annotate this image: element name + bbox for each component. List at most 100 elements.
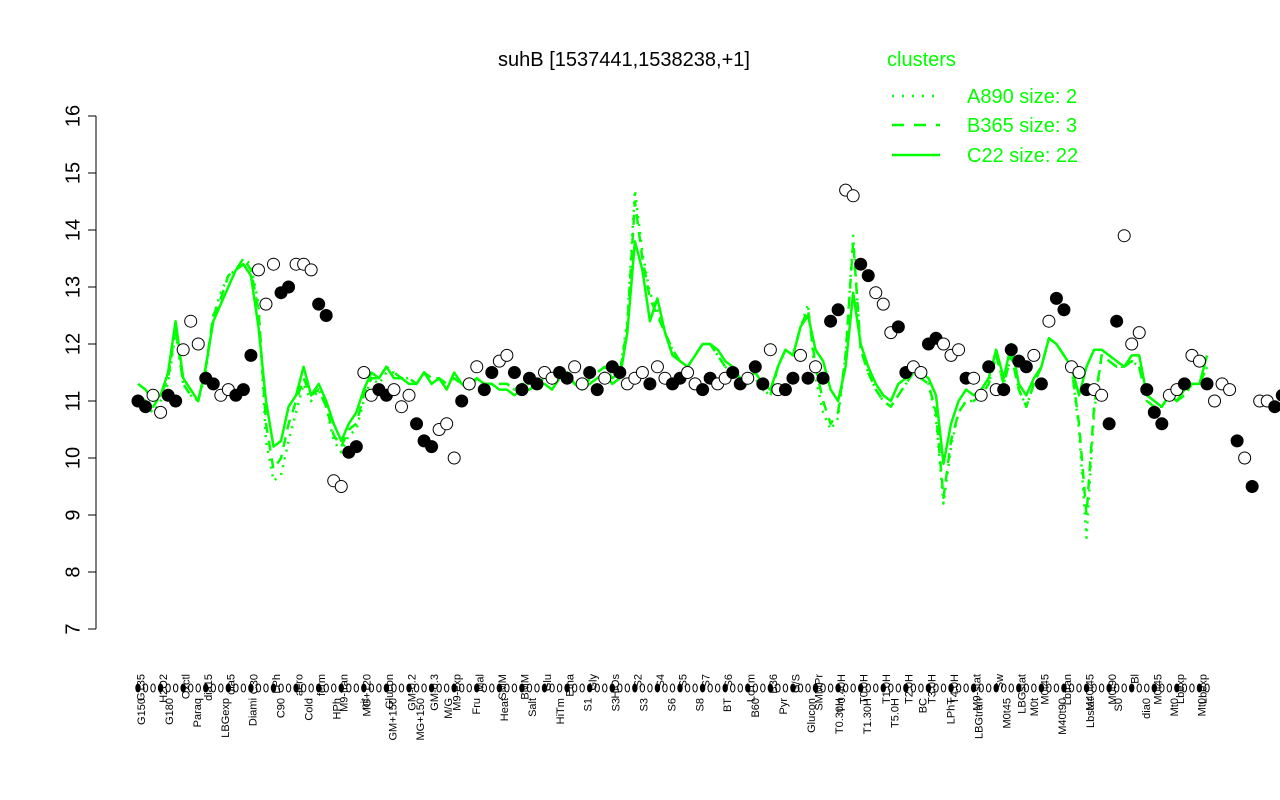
data-point	[387, 383, 401, 397]
rug-mark	[722, 683, 728, 693]
data-point	[613, 366, 627, 379]
rug-mark	[233, 683, 239, 693]
data-point	[937, 337, 951, 351]
rug-mark	[368, 683, 375, 693]
rug-mark	[632, 683, 638, 693]
rug-mark	[1001, 683, 1007, 693]
rug-mark	[263, 683, 269, 693]
rug-mark	[135, 683, 141, 693]
rug-mark	[782, 683, 789, 693]
rug-mark	[684, 683, 691, 693]
x-tick-label-bottom: T1.30H	[862, 698, 874, 734]
legend-label-a890: A890 size: 2	[967, 86, 1077, 108]
rug-mark	[760, 683, 766, 693]
data-point	[914, 366, 928, 379]
rug-mark	[737, 683, 743, 693]
legend-title: clusters	[887, 49, 956, 71]
data-point	[696, 383, 710, 397]
rug-mark	[323, 683, 329, 693]
rug-mark	[308, 683, 314, 693]
x-tick-label-bottom: M40t90	[1057, 698, 1069, 735]
data-point	[1177, 377, 1191, 391]
x-tick-label-top: T-0.40H	[836, 674, 848, 713]
x-tick-label-top: T4.0H	[949, 674, 961, 704]
data-point	[974, 388, 988, 402]
rug-mark	[1189, 683, 1195, 693]
x-tick-label-bottom: M0t45	[1001, 698, 1013, 729]
rug-mark	[361, 683, 367, 693]
data-point	[440, 417, 454, 431]
data-point	[169, 394, 183, 408]
series-line	[137, 240, 1209, 465]
x-tick-label-top: Lbtran	[1062, 674, 1074, 705]
rug-mark	[940, 683, 947, 693]
data-point	[568, 360, 582, 374]
series-line	[137, 188, 1209, 540]
rug-mark	[391, 683, 397, 693]
rug-mark	[985, 683, 992, 693]
data-point	[982, 360, 996, 374]
data-point	[1027, 348, 1041, 362]
x-tick-label-bottom: Mt0	[1197, 698, 1209, 716]
data-point	[809, 360, 823, 374]
x-tick-label-bottom: S1	[583, 698, 595, 711]
rug-mark	[240, 683, 247, 693]
rug-mark	[564, 683, 570, 693]
data-point	[854, 257, 868, 271]
rug-mark	[677, 683, 683, 693]
data-point	[891, 320, 905, 334]
x-tick-label-bottom: dia0	[1141, 698, 1153, 719]
rug-mark	[549, 683, 555, 693]
x-tick-label-top: HiOs	[610, 674, 622, 699]
x-tick-label-bottom: G150	[136, 698, 148, 725]
y-tick-label: 10	[62, 447, 84, 469]
rug-mark	[428, 683, 435, 693]
rug-mark	[1076, 683, 1082, 693]
rug-mark	[662, 683, 668, 693]
rug-mark	[195, 683, 201, 693]
rug-mark	[571, 683, 578, 693]
x-tick-label-bottom: LPhT	[946, 698, 958, 725]
rug-mark	[172, 683, 179, 693]
rug-mark	[511, 683, 518, 693]
x-tick-label-bottom: Mt0	[1169, 698, 1181, 716]
rug-mark	[978, 683, 984, 693]
x-tick-label-top: T3.0H	[926, 674, 938, 704]
data-point	[176, 343, 190, 357]
rug-mark	[1196, 683, 1203, 693]
data-point	[394, 400, 408, 414]
x-tick-label-bottom: Paraq	[192, 698, 204, 727]
rug-mark	[489, 683, 495, 693]
x-tick-label-bottom: LBGtran	[973, 698, 985, 739]
data-point	[1117, 229, 1131, 243]
x-tick-label-top: dia15	[203, 674, 215, 701]
rug-mark	[767, 683, 774, 693]
rug-mark	[963, 683, 969, 693]
rug-mark	[443, 683, 450, 693]
x-tick-label-top: Glu	[542, 674, 554, 691]
x-tick-label-top: H2O2	[158, 674, 170, 703]
rug-mark	[1053, 683, 1060, 693]
data-point	[500, 348, 514, 362]
data-point	[410, 417, 424, 431]
data-point	[206, 377, 220, 391]
rug-mark	[948, 683, 954, 693]
data-point	[485, 366, 499, 379]
data-point	[793, 348, 807, 362]
rug-mark	[534, 683, 540, 693]
rug-mark	[895, 683, 902, 693]
x-tick-label-top: T0.0H	[859, 674, 871, 704]
x-tick-labels: G135 H2O2 Oxctl dia15 dia5 C30 LPh aero ferm M9-t…	[135, 673, 1209, 740]
data-point	[515, 383, 529, 397]
rug-mark	[331, 683, 337, 693]
x-tick-label-top: Glucon	[384, 674, 396, 709]
rug-mark	[850, 683, 856, 693]
rug-mark	[406, 683, 412, 693]
data-point	[244, 348, 258, 362]
x-tick-label-top: SMMPr	[813, 674, 825, 711]
chart-title: suhB [1537441,1538238,+1]	[498, 49, 750, 71]
rug-mark	[602, 683, 608, 693]
data-point	[1147, 405, 1161, 419]
x-tick-label-top: MG+120	[361, 674, 373, 717]
x-tick-label-top: Lbexp	[1198, 674, 1210, 704]
